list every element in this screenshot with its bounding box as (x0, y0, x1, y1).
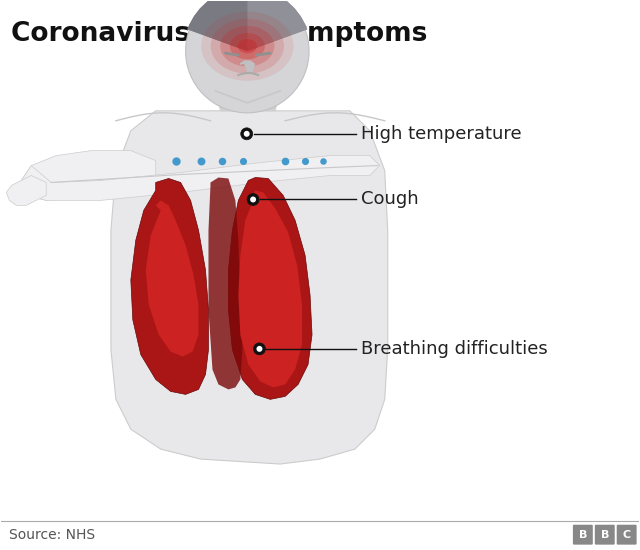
Polygon shape (146, 200, 198, 356)
Text: C: C (623, 530, 631, 540)
Text: B: B (600, 530, 609, 540)
Circle shape (247, 194, 259, 206)
Polygon shape (209, 178, 243, 389)
Text: B: B (579, 530, 587, 540)
Text: High temperature: High temperature (362, 125, 522, 143)
Polygon shape (241, 61, 254, 73)
Ellipse shape (220, 26, 275, 67)
Text: Breathing difficulties: Breathing difficulties (362, 340, 548, 358)
Polygon shape (21, 156, 380, 200)
Circle shape (244, 131, 250, 137)
Polygon shape (238, 190, 302, 387)
Polygon shape (6, 175, 46, 205)
Wedge shape (247, 0, 307, 51)
FancyBboxPatch shape (617, 525, 637, 544)
Ellipse shape (237, 39, 257, 53)
Polygon shape (216, 71, 280, 111)
Text: Source: NHS: Source: NHS (10, 527, 95, 542)
Ellipse shape (230, 33, 265, 59)
Circle shape (186, 0, 309, 113)
Text: Cough: Cough (362, 190, 419, 208)
Polygon shape (111, 111, 388, 464)
Wedge shape (188, 0, 307, 51)
Ellipse shape (211, 19, 284, 74)
FancyBboxPatch shape (573, 525, 593, 544)
Circle shape (250, 196, 256, 202)
FancyBboxPatch shape (595, 525, 614, 544)
Polygon shape (21, 151, 156, 200)
Circle shape (253, 343, 266, 355)
Circle shape (241, 128, 253, 140)
Polygon shape (228, 178, 312, 399)
Circle shape (257, 346, 262, 352)
Ellipse shape (201, 12, 294, 81)
Wedge shape (188, 0, 247, 51)
Polygon shape (131, 179, 209, 394)
Text: Coronavirus: Key symptoms: Coronavirus: Key symptoms (12, 21, 428, 47)
